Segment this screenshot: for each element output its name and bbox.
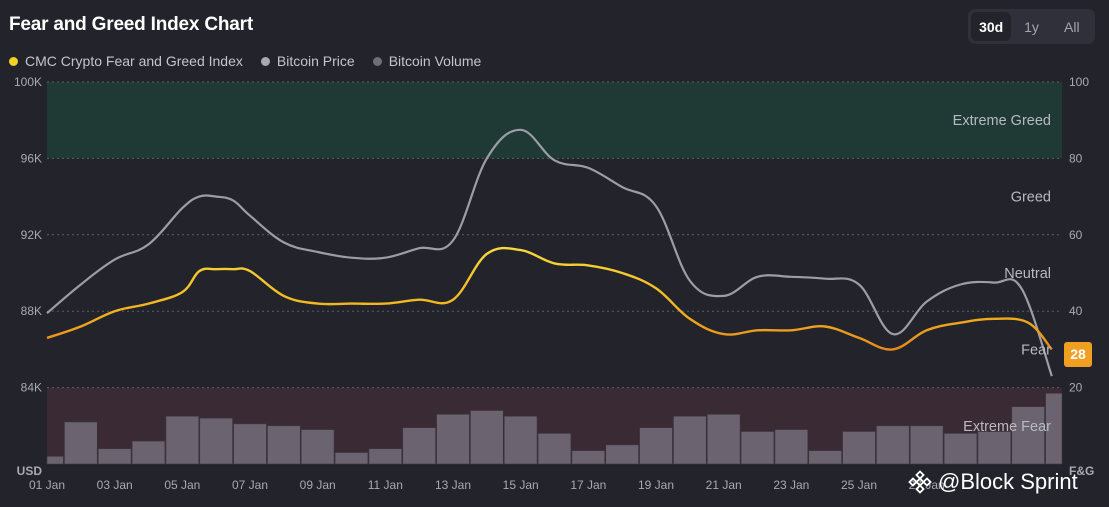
legend-label-fear-greed: CMC Crypto Fear and Greed Index xyxy=(25,53,243,69)
right-axis-tick-label: 80 xyxy=(1069,151,1083,165)
left-axis-tick-label: 100K xyxy=(14,75,42,89)
right-axis-tick-label: 40 xyxy=(1069,304,1083,318)
range-tab-30d[interactable]: 30d xyxy=(971,12,1012,41)
legend-item-bitcoin-volume[interactable]: Bitcoin Volume xyxy=(372,53,482,69)
volume-bar xyxy=(808,450,842,465)
volume-bar xyxy=(97,448,132,465)
x-axis-tick-label: 19 Jan xyxy=(638,478,674,492)
right-axis-unit-label: F&G xyxy=(1069,464,1094,478)
zone-label: Neutral xyxy=(1004,266,1051,282)
volume-bar xyxy=(537,433,572,465)
current-value-badge xyxy=(1064,342,1092,367)
volume-bar xyxy=(706,414,741,465)
volume-bar xyxy=(605,444,639,465)
x-axis-tick-label: 23 Jan xyxy=(773,478,809,492)
volume-bar xyxy=(909,425,944,465)
volume-bar xyxy=(267,425,301,465)
zone-extreme-greed xyxy=(47,82,1062,159)
range-tab-all[interactable]: All xyxy=(1064,18,1080,35)
volume-bar xyxy=(842,431,876,465)
volume-bar xyxy=(300,429,335,465)
left-axis-tick-label: 84K xyxy=(21,381,42,395)
volume-bar xyxy=(334,452,369,465)
zone-label: Fear xyxy=(1021,342,1051,358)
x-axis-tick-label: 11 Jan xyxy=(368,478,403,492)
volume-bar xyxy=(436,414,470,465)
volume-bar xyxy=(131,440,166,465)
bitcoin-price-line xyxy=(46,128,1053,377)
volume-bar xyxy=(943,433,978,465)
x-axis-tick-label: 13 Jan xyxy=(435,478,471,492)
volume-bar xyxy=(46,456,64,465)
x-axis-tick-label: 05 Jan xyxy=(164,478,200,492)
volume-bar xyxy=(673,415,707,465)
zone-label: Extreme Greed xyxy=(953,113,1051,129)
legend-dot-fear-greed xyxy=(9,56,18,66)
legend-dot-bitcoin-price xyxy=(260,56,270,66)
legend-item-bitcoin-price[interactable]: Bitcoin Price xyxy=(260,53,355,69)
left-axis-tick-label: 92K xyxy=(21,228,42,242)
current-value-text: 28 xyxy=(1070,346,1086,362)
x-axis-tick-label: 01 Jan xyxy=(29,478,65,492)
volume-bar xyxy=(876,425,910,465)
left-axis-unit-label: USD xyxy=(17,464,43,478)
watermark: @Block Sprint xyxy=(908,469,1078,495)
right-axis-tick-label: 20 xyxy=(1069,381,1083,395)
zone-label: Extreme Fear xyxy=(963,419,1051,435)
volume-bar xyxy=(571,450,606,465)
range-tab-1y[interactable]: 1y xyxy=(1024,18,1039,35)
legend-item-fear-greed[interactable]: CMC Crypto Fear and Greed Index xyxy=(9,53,243,69)
binance-logo-icon xyxy=(908,470,932,494)
x-axis-tick-label: 17 Jan xyxy=(570,478,606,492)
left-axis-tick-label: 96K xyxy=(21,151,42,165)
legend-dot-bitcoin-volume xyxy=(372,56,382,66)
x-axis-tick-label: 25 Jan xyxy=(841,478,877,492)
volume-bar xyxy=(977,431,1012,465)
chart-title: Fear and Greed Index Chart xyxy=(9,14,253,35)
right-axis-tick-label: 60 xyxy=(1069,228,1083,242)
zone-label: Greed xyxy=(1011,190,1051,206)
x-axis-tick-label: 07 Jan xyxy=(232,478,268,492)
volume-bar xyxy=(1045,393,1063,465)
volume-bar xyxy=(368,448,403,465)
x-axis-tick-label: 09 Jan xyxy=(300,478,336,492)
volume-bar xyxy=(402,427,436,465)
volume-bar xyxy=(1011,406,1045,465)
left-axis-tick-label: 88K xyxy=(21,304,42,318)
time-range-selector: 30d 1y All xyxy=(968,9,1095,44)
x-axis-tick-label: 21 Jan xyxy=(706,478,742,492)
volume-bar xyxy=(503,415,538,465)
volume-bar xyxy=(740,431,775,465)
volume-bar xyxy=(639,427,673,465)
volume-bar xyxy=(233,423,267,465)
chart-legend: CMC Crypto Fear and Greed Index Bitcoin … xyxy=(9,53,481,69)
volume-bar xyxy=(774,429,809,465)
x-axis-tick-label: 15 Jan xyxy=(503,478,539,492)
fear-greed-line xyxy=(46,246,1053,351)
right-axis-tick-label: 100 xyxy=(1069,75,1089,89)
watermark-text: @Block Sprint xyxy=(938,469,1078,494)
legend-label-bitcoin-price: Bitcoin Price xyxy=(276,53,355,69)
volume-bar xyxy=(64,421,98,465)
x-axis-tick-label: 03 Jan xyxy=(97,478,133,492)
volume-bar xyxy=(470,410,504,465)
volume-bar xyxy=(199,417,233,465)
volume-bar xyxy=(165,415,200,465)
legend-label-bitcoin-volume: Bitcoin Volume xyxy=(388,53,482,69)
